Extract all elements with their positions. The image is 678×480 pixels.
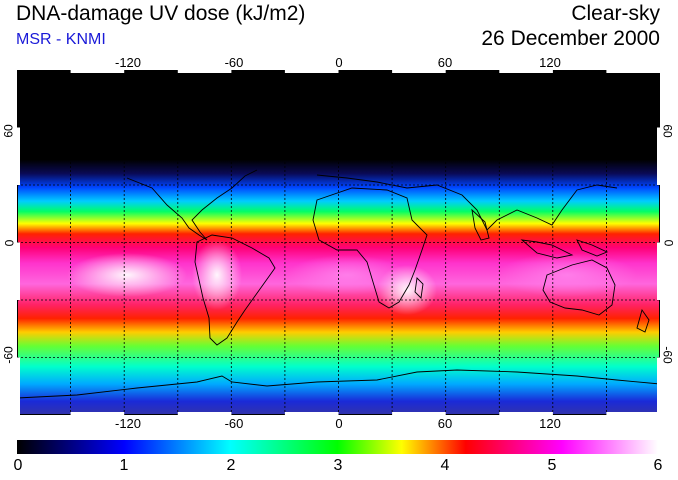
lat-tick-left: 60 <box>1 124 16 138</box>
colorbar-tick: 5 <box>547 457 557 474</box>
colorbar-gradient <box>17 440 658 454</box>
high-dose-patch <box>67 253 187 297</box>
high-dose-patch <box>192 240 242 310</box>
source-label: MSR - KNMI <box>16 31 106 48</box>
lat-tick-right: 0 <box>661 239 676 247</box>
lon-tick-top: 60 <box>437 55 453 70</box>
lon-tick-bottom: -60 <box>224 416 244 431</box>
colorbar-tick: 3 <box>333 457 343 474</box>
colorbar-tick: 2 <box>226 457 236 474</box>
colorbar-tick: 4 <box>440 457 450 474</box>
lon-tick-top: 120 <box>539 55 561 70</box>
coast-madagascar <box>414 277 424 299</box>
colorbar-tick: 1 <box>119 457 129 474</box>
colorbar-tick: 0 <box>13 457 23 474</box>
lon-tick-bottom: 60 <box>437 416 453 431</box>
coast-australia <box>542 259 616 316</box>
lat-tick-right: -60 <box>660 346 675 364</box>
lat-tick-left: -60 <box>1 346 16 364</box>
coast-antarctica <box>17 369 660 399</box>
lon-tick-top: 0 <box>335 55 343 70</box>
date-label: 26 December 2000 <box>481 27 660 50</box>
colorbar-tick: 6 <box>653 457 663 474</box>
graticule <box>17 70 660 415</box>
sky-condition-label: Clear-sky <box>571 2 660 25</box>
lon-tick-bottom: -120 <box>114 416 142 431</box>
lat-tick-right: 60 <box>660 124 675 138</box>
coast-new-guinea <box>576 239 609 257</box>
coast-eurasia <box>316 174 618 231</box>
coast-north-america <box>126 169 258 241</box>
lon-tick-top: -60 <box>224 55 244 70</box>
coast-indonesia <box>520 239 574 259</box>
lon-tick-bottom: 120 <box>539 416 561 431</box>
frame-ticks <box>17 70 660 415</box>
coast-new-zealand <box>636 308 650 333</box>
coastlines <box>17 169 660 399</box>
lon-tick-top: -120 <box>114 55 142 70</box>
coast-india <box>471 208 490 241</box>
colorbar <box>17 440 658 454</box>
coast-africa <box>312 187 428 309</box>
map-title: DNA-damage UV dose (kJ/m2) <box>16 2 306 25</box>
lat-tick-left: 0 <box>2 239 17 247</box>
coast-south-america <box>194 234 276 346</box>
high-dose-patch <box>287 255 407 295</box>
uv-dose-map <box>17 70 660 415</box>
high-dose-patch <box>497 253 637 297</box>
lon-tick-bottom: 0 <box>335 416 343 431</box>
